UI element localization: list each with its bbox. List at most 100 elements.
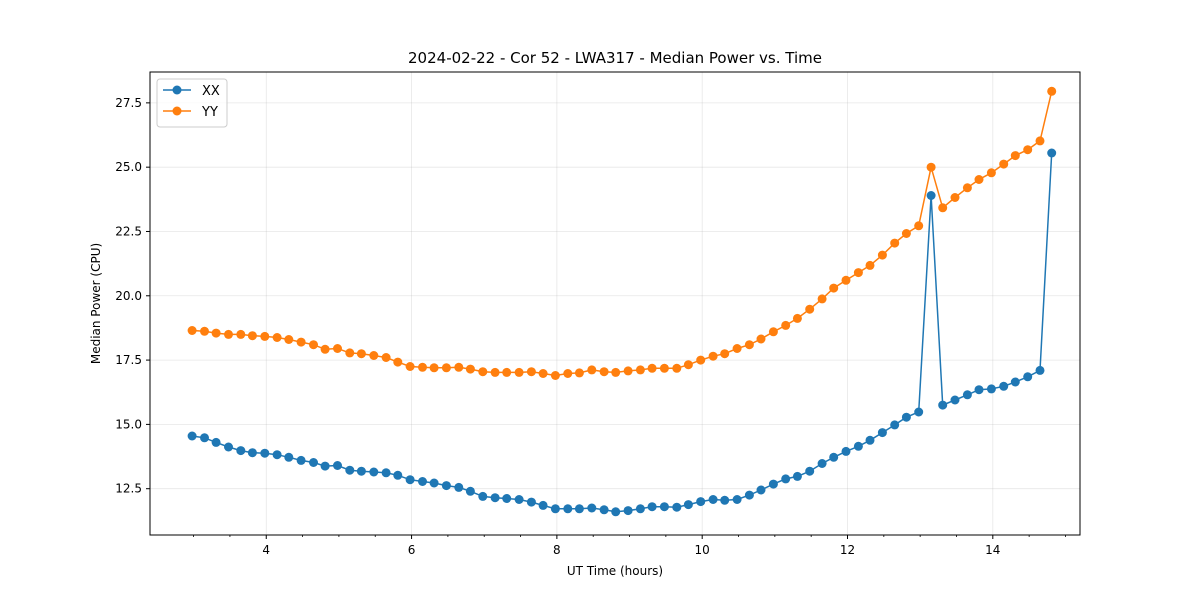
data-point-xx [381,468,391,478]
data-point-yy [732,344,742,353]
data-point-xx [211,437,221,447]
data-point-xx [696,497,706,507]
data-point-xx [405,475,415,485]
data-point-yy [829,283,839,293]
data-point-xx [744,490,754,500]
data-point-yy [744,340,754,350]
data-point-xx [950,395,960,405]
data-point-yy [805,304,815,314]
data-point-xx [853,441,863,451]
data-point-xx [429,478,439,488]
data-point-yy [938,203,948,213]
series-xx [187,148,1057,517]
data-point-yy [1035,136,1045,146]
data-point-xx [309,458,318,467]
data-point-xx [418,477,427,486]
data-point-xx [187,431,197,441]
data-point-yy [781,320,791,330]
data-point-xx [599,505,609,515]
data-point-xx [1047,148,1057,158]
data-point-yy [950,193,960,202]
series-layer [187,86,1057,517]
data-point-xx [320,461,330,471]
data-point-yy [974,175,984,184]
data-point-xx [260,448,270,458]
data-point-xx [356,466,366,476]
data-point-yy [345,348,355,358]
data-point-xx [1035,365,1045,375]
y-axis: 12.5 15.0 17.5 20.0 22.5 25.0 27.5 [115,96,150,496]
legend-marker-xx [172,85,182,95]
data-point-xx [526,497,536,507]
series-yy [187,86,1057,380]
data-point-xx [841,446,851,456]
y-tick-label: 17.5 [115,353,142,367]
data-point-yy [211,328,221,338]
data-point-xx [538,500,548,510]
data-point-yy [272,333,282,342]
data-point-yy [320,344,330,354]
data-point-yy [768,327,778,337]
data-point-xx [611,507,621,517]
y-tick-label: 15.0 [115,417,142,431]
data-point-yy [247,331,257,341]
data-point-yy [1010,151,1020,161]
legend-marker-yy [172,106,182,116]
data-point-xx [296,455,306,465]
data-point-yy [853,268,863,278]
data-point-yy [901,229,911,238]
y-axis-label: Median Power (CPU) [89,243,103,364]
data-point-yy [792,313,802,323]
data-point-yy [526,367,536,377]
data-point-xx [369,467,379,477]
data-point-yy [587,365,597,375]
x-tick-label: 6 [408,543,416,557]
data-point-xx [926,191,936,200]
data-point-yy [465,364,475,374]
data-point-xx [563,504,573,514]
data-point-yy [708,351,718,361]
data-point-xx [720,495,730,505]
data-point-yy [635,365,645,375]
x-tick-label: 10 [695,543,710,557]
plot-frame [149,71,1081,536]
data-point-yy [877,250,887,260]
data-point-yy [720,349,730,359]
data-point-xx [635,504,645,514]
data-point-xx [502,494,512,503]
data-point-xx [877,428,887,438]
data-point-xx [962,390,972,400]
data-point-yy [926,162,936,172]
data-point-xx [236,446,246,456]
data-point-yy [538,369,548,378]
data-point-xx [792,471,802,481]
data-point-yy [986,168,996,178]
data-point-xx [672,502,682,512]
data-point-yy [647,363,657,373]
data-point-xx [999,381,1009,391]
data-point-xx [865,435,875,445]
y-tick-label: 12.5 [115,482,142,496]
data-point-yy [817,294,827,304]
data-point-xx [938,400,948,410]
data-point-yy [683,360,693,370]
data-point-yy [405,362,415,371]
data-point-yy [563,369,573,378]
data-point-yy [418,362,427,372]
data-point-xx [454,482,464,492]
data-point-yy [841,275,851,285]
data-point-yy [1047,86,1057,96]
data-point-xx [465,486,475,496]
data-point-xx [514,495,524,504]
data-point-xx [732,495,742,504]
data-point-xx [272,450,282,460]
data-point-xx [914,407,924,417]
data-point-yy [284,335,294,344]
data-point-yy [599,367,609,377]
data-point-xx [574,504,584,514]
data-point-yy [999,159,1009,169]
data-point-xx [805,466,815,476]
x-tick-label: 8 [553,543,561,557]
data-point-xx [708,495,718,504]
y-tick-label: 27.5 [115,96,142,110]
